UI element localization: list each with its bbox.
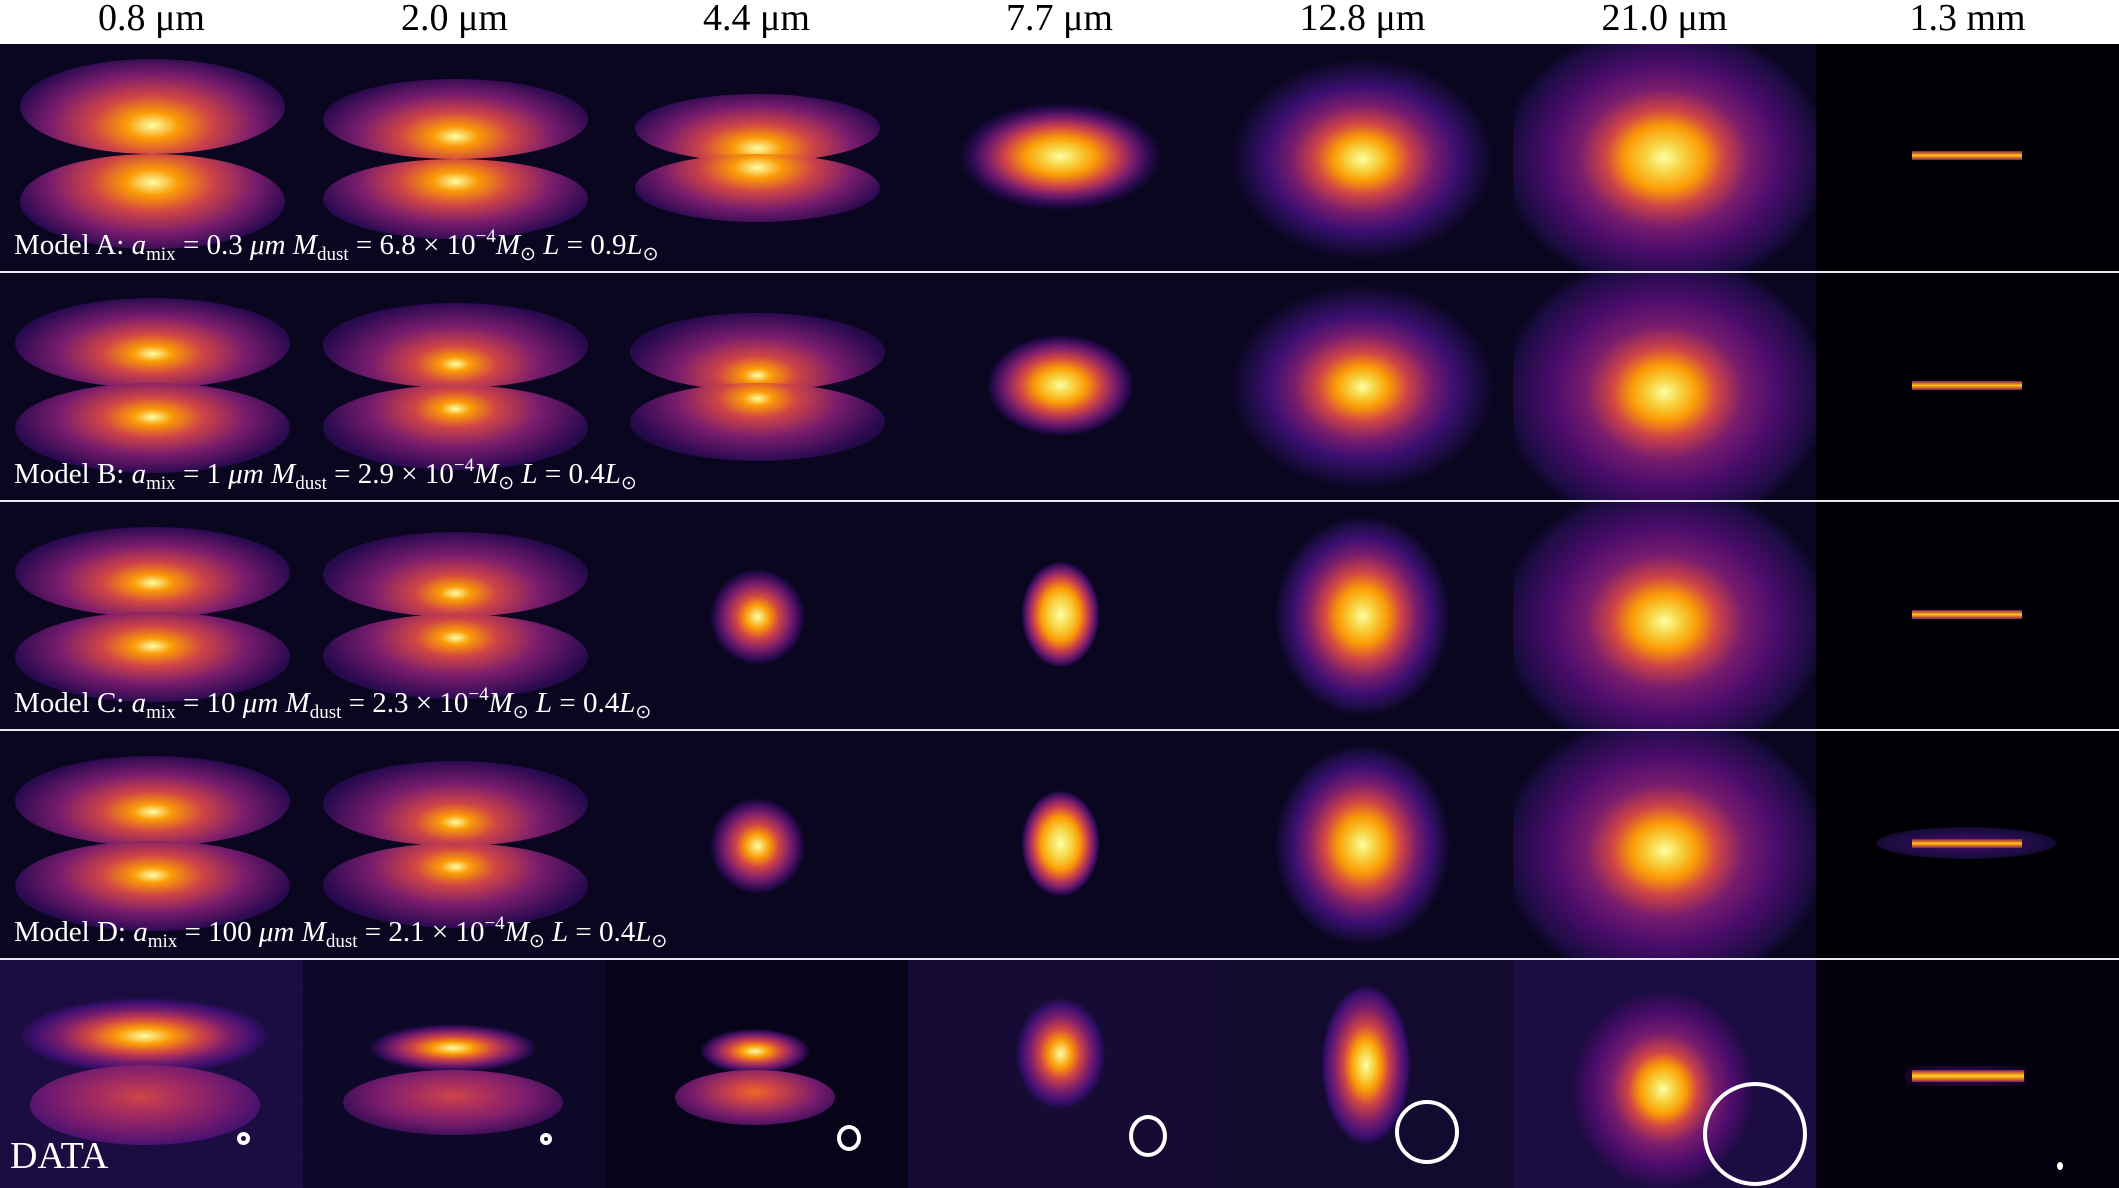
panel-data-4-4um	[605, 960, 908, 1188]
panel-c-7-7um	[908, 502, 1211, 730]
panel-b-7-7um	[908, 273, 1211, 501]
beam-ellipse	[1395, 1100, 1459, 1164]
panel-d-12-8um	[1211, 731, 1514, 959]
panel-a-1-3mm	[1816, 44, 2119, 272]
model-row-b: Model B: amix = 1 μm Mdust = 2.9 × 10−4M…	[0, 273, 2119, 501]
panel-d-21-0um	[1513, 731, 1816, 959]
column-title-12-8um: 12.8 μm	[1299, 0, 1426, 39]
model-b-caption: Model B: amix = 1 μm Mdust = 2.9 × 10−4M…	[14, 455, 637, 494]
column-title-7-7um: 7.7 μm	[1006, 0, 1113, 39]
beam-ellipse	[2057, 1162, 2063, 1170]
panel-c-2-0um	[303, 502, 606, 730]
panel-c-1-3mm	[1816, 502, 2119, 730]
model-row-c: Model C: amix = 10 μm Mdust = 2.3 × 10−4…	[0, 502, 2119, 730]
column-title-1-3mm: 1.3 mm	[1909, 0, 2026, 39]
panel-data-0-8um: DATA	[0, 960, 303, 1188]
panel-b-2-0um	[303, 273, 606, 501]
panel-d-2-0um	[303, 731, 606, 959]
panel-a-4-4um	[605, 44, 908, 272]
panel-c-12-8um	[1211, 502, 1514, 730]
panel-b-21-0um	[1513, 273, 1816, 501]
panel-data-12-8um	[1211, 960, 1514, 1188]
model-row-a: Model A: amix = 0.3 μm Mdust = 6.8 × 10−…	[0, 44, 2119, 272]
data-label: DATA	[10, 1135, 109, 1177]
panel-a-21-0um	[1513, 44, 1816, 272]
row-separator	[0, 958, 2119, 960]
column-title-4-4um: 4.4 μm	[703, 0, 810, 39]
panel-d-0-8um	[0, 731, 303, 959]
model-d-caption: Model D: amix = 100 μm Mdust = 2.1 × 10−…	[14, 913, 668, 952]
panel-c-21-0um	[1513, 502, 1816, 730]
beam-ellipse	[540, 1133, 552, 1145]
panel-d-1-3mm	[1816, 731, 2119, 959]
beam-ellipse	[837, 1125, 861, 1151]
panel-d-7-7um	[908, 731, 1211, 959]
panel-b-1-3mm	[1816, 273, 2119, 501]
panel-b-4-4um	[605, 273, 908, 501]
panel-b-12-8um	[1211, 273, 1514, 501]
column-title-2-0um: 2.0 μm	[401, 0, 508, 39]
row-separator	[0, 271, 2119, 273]
row-separator	[0, 500, 2119, 502]
panel-d-4-4um	[605, 731, 908, 959]
panel-data-2-0um	[303, 960, 606, 1188]
model-c-caption: Model C: amix = 10 μm Mdust = 2.3 × 10−4…	[14, 684, 652, 723]
column-title-0-8um: 0.8 μm	[98, 0, 205, 39]
panel-a-12-8um	[1211, 44, 1514, 272]
panel-c-0-8um	[0, 502, 303, 730]
panel-a-2-0um	[303, 44, 606, 272]
beam-ellipse	[1129, 1115, 1167, 1157]
data-row: DATA	[0, 960, 2119, 1188]
panel-a-7-7um	[908, 44, 1211, 272]
panel-c-4-4um	[605, 502, 908, 730]
beam-ellipse	[237, 1132, 250, 1145]
column-title-21-0um: 21.0 μm	[1601, 0, 1728, 39]
panel-a-0-8um	[0, 44, 303, 272]
panel-data-7-7um	[908, 960, 1211, 1188]
panel-data-1-3mm	[1816, 960, 2119, 1188]
panel-data-21-0um	[1513, 960, 1816, 1188]
image-grid: Model A: amix = 0.3 μm Mdust = 6.8 × 10−…	[0, 44, 2119, 1188]
panel-b-0-8um	[0, 273, 303, 501]
model-row-d: Model D: amix = 100 μm Mdust = 2.1 × 10−…	[0, 731, 2119, 959]
model-a-caption: Model A: amix = 0.3 μm Mdust = 6.8 × 10−…	[14, 226, 659, 265]
beam-ellipse	[1703, 1082, 1807, 1186]
row-separator	[0, 729, 2119, 731]
column-header-row: 0.8 μm 2.0 μm 4.4 μm 7.7 μm 12.8 μm 21.0…	[0, 0, 2119, 44]
